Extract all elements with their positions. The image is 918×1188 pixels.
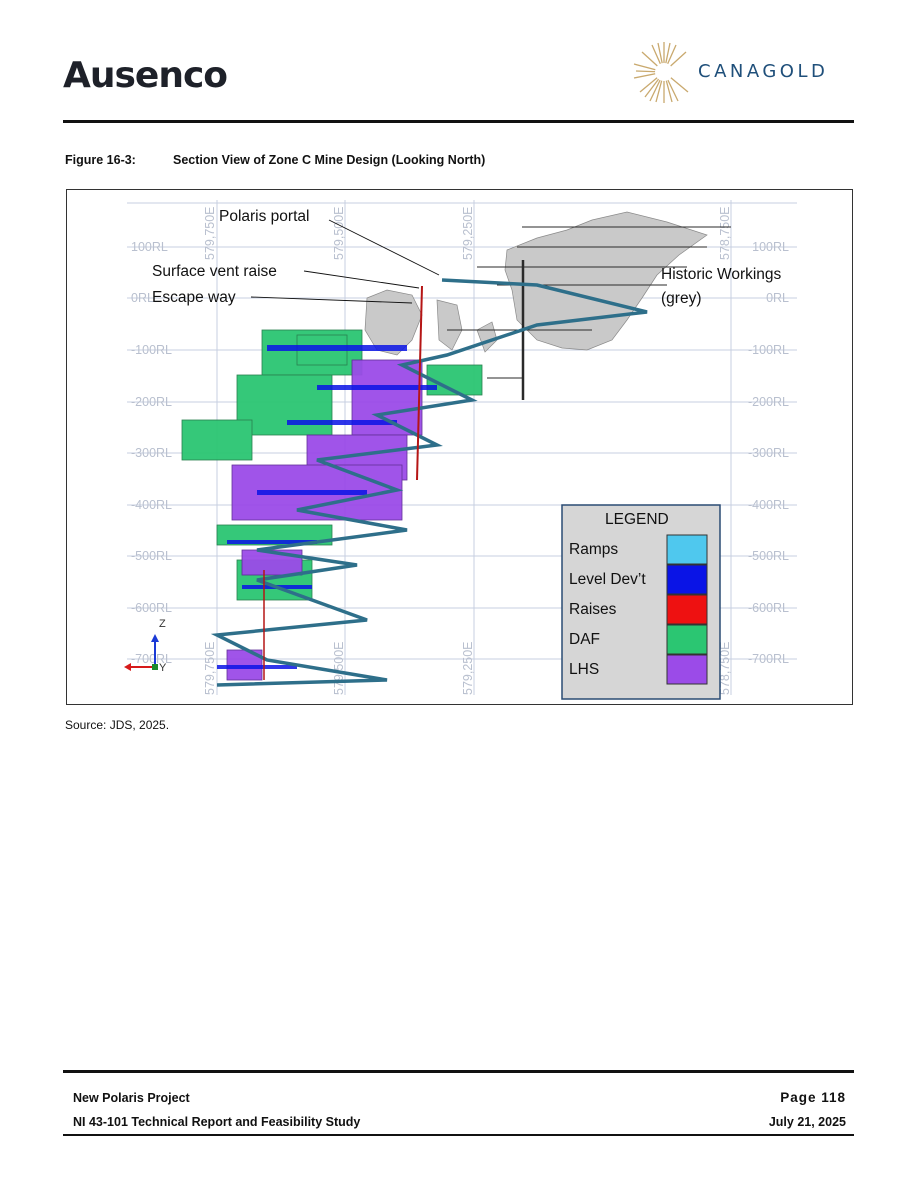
legend-swatch-ramps (666, 534, 708, 565)
vent-raise (416, 285, 423, 481)
footer-project: New Polaris Project (73, 1091, 190, 1105)
easting-bottom-4: 578,750E (718, 641, 732, 695)
legend-label-daf: DAF (569, 631, 600, 648)
footer-left: New Polaris Project NI 43-101 Technical … (73, 1086, 360, 1134)
legend-title: LEGEND (605, 511, 669, 528)
mine-design-figure: 100RL 0RL -100RL -200RL -300RL -400RL -5… (66, 189, 853, 705)
elev-right-m700: -700RL (748, 652, 789, 666)
footer-right: Page 118 July 21, 2025 (769, 1086, 846, 1134)
elev-right-m200: -200RL (748, 395, 789, 409)
canagold-wordmark: CANAGOLD (698, 61, 829, 82)
header-rule (63, 120, 854, 123)
elev-right-100: 100RL (752, 240, 789, 254)
legend-label-raises: Raises (569, 601, 617, 618)
callout-portal: Polaris portal (219, 208, 309, 225)
easting-top-4: 578,750E (718, 206, 732, 260)
elev-right-m600: -600RL (748, 601, 789, 615)
figure-number: Figure 16-3: (65, 153, 136, 167)
legend: LEGEND Ramps Level Dev’t Raises DAF LHS (561, 504, 721, 700)
mine-section-diagram: 100RL 0RL -100RL -200RL -300RL -400RL -5… (124, 200, 797, 700)
legend-swatch-lhs (666, 654, 708, 685)
axis-z-label: Z (159, 618, 166, 630)
figure-title: Section View of Zone C Mine Design (Look… (173, 153, 486, 167)
elev-left-m300: -300RL (131, 446, 172, 460)
legend-label-lhs: LHS (569, 661, 599, 678)
callout-escape-way: Escape way (152, 289, 236, 306)
legend-label-ramps: Ramps (569, 541, 618, 558)
elev-left-100: 100RL (131, 240, 168, 254)
elev-right-m100: -100RL (748, 343, 789, 357)
ausenco-logo: Ausenco (63, 55, 228, 96)
callout-historic-2: (grey) (661, 290, 701, 307)
elev-left-m400: -400RL (131, 498, 172, 512)
elev-left-m100: -100RL (131, 343, 172, 357)
canagold-sunburst-icon (633, 42, 689, 103)
axis-y-label: Y (159, 662, 167, 674)
footer-rule-top (63, 1070, 854, 1073)
legend-label-level-dev: Level Dev’t (569, 571, 646, 588)
axis-triad: Z Y (124, 618, 167, 674)
easting-bottom-2: 579,500E (332, 641, 346, 695)
elev-left-m200: -200RL (131, 395, 172, 409)
callout-leaders (250, 219, 440, 304)
elev-right-0: 0RL (766, 291, 789, 305)
main-ramp (210, 278, 648, 687)
elev-right-m500: -500RL (748, 549, 789, 563)
elev-left-m500: -500RL (131, 549, 172, 563)
easting-top-1: 579,750E (203, 206, 217, 260)
callout-vent-raise: Surface vent raise (152, 263, 277, 280)
elev-right-m400: -400RL (748, 498, 789, 512)
elev-left-0: 0RL (131, 291, 154, 305)
elev-left-m700: -700RL (131, 652, 172, 666)
footer-date: July 21, 2025 (768, 1115, 846, 1129)
footer-report: NI 43-101 Technical Report and Feasibili… (73, 1115, 361, 1129)
legend-swatch-level-dev (666, 564, 708, 595)
footer-rule-bottom (63, 1134, 854, 1136)
easting-top-3: 579,250E (461, 206, 475, 260)
stopes (181, 329, 483, 681)
legend-swatch-raises (666, 594, 708, 625)
elevation-labels-left: 100RL 0RL -100RL -200RL -300RL -400RL -5… (131, 240, 172, 666)
elev-left-m600: -600RL (131, 601, 172, 615)
easting-labels: 579,750E 579,500E 579,250E 578,750E 579,… (203, 206, 732, 695)
footer-page-number: Page 118 (780, 1090, 846, 1105)
easting-bottom-3: 579,250E (461, 641, 475, 695)
legend-swatch-daf (666, 624, 708, 655)
canagold-logo: CANAGOLD (632, 40, 852, 104)
easting-bottom-1: 579,750E (203, 641, 217, 695)
easting-top-2: 579,500E (332, 206, 346, 260)
figure-source: Source: JDS, 2025. (65, 718, 170, 732)
elev-right-m300: -300RL (748, 446, 789, 460)
figure-caption: Figure 16-3: Section View of Zone C Mine … (65, 153, 485, 167)
callout-historic-1: Historic Workings (661, 266, 782, 283)
callout-labels: Polaris portal Surface vent raise Escape… (152, 208, 782, 307)
elevation-labels-right: 100RL 0RL -100RL -200RL -300RL -400RL -5… (748, 240, 789, 666)
